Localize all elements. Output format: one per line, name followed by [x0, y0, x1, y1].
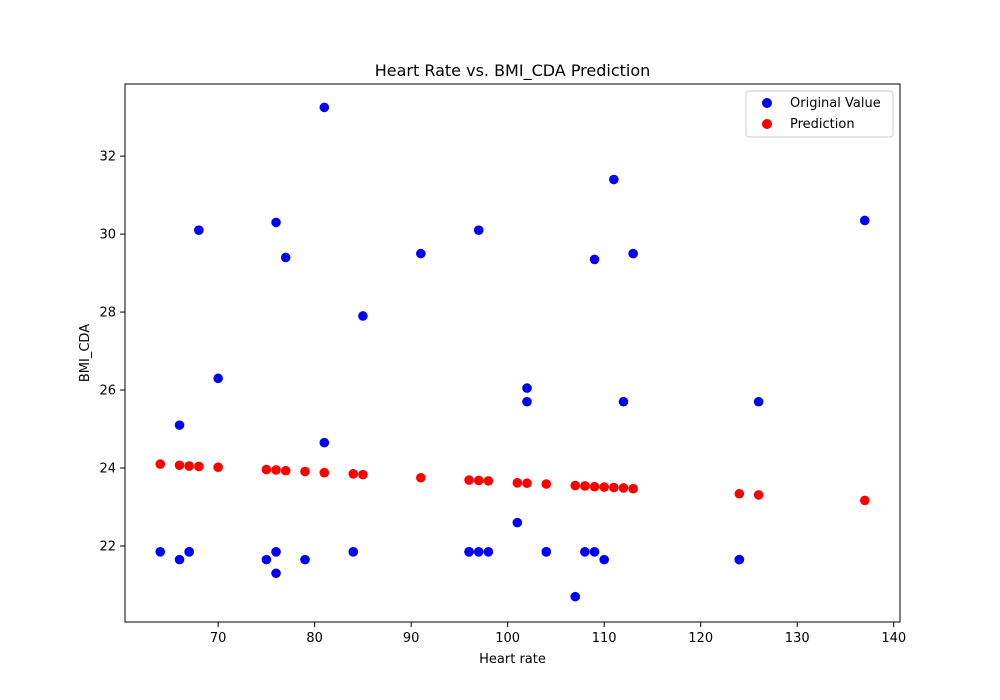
original-value-point [184, 547, 194, 557]
original-value-point [580, 547, 590, 557]
original-value-point [194, 225, 204, 235]
points-layer [155, 102, 870, 602]
original-value-point [271, 547, 281, 557]
y-tick-label: 32 [99, 150, 116, 165]
plot-area [125, 84, 900, 622]
prediction-point [358, 469, 368, 480]
prediction-point [580, 481, 590, 491]
prediction-point [859, 495, 870, 506]
prediction-point [599, 482, 609, 492]
original-value-point [570, 591, 581, 602]
y-tick-label: 26 [99, 384, 116, 399]
original-value-point [174, 420, 185, 430]
prediction-point [464, 475, 474, 485]
chart-title: Heart Rate vs. BMI_CDA Prediction [375, 61, 651, 81]
x-tick-label: 120 [688, 631, 713, 646]
prediction-point [734, 488, 745, 499]
legend-label-prediction: Prediction [790, 117, 855, 132]
y-axis-ticks: 22 24 26 28 30 32 [99, 150, 125, 554]
prediction-point [416, 472, 426, 483]
x-axis-label: Heart rate [479, 652, 546, 667]
original-value-point [734, 554, 745, 565]
prediction-point [628, 483, 638, 494]
prediction-point [319, 467, 330, 478]
prediction-point [753, 490, 764, 500]
prediction-point [213, 462, 223, 473]
legend-marker-prediction [762, 119, 772, 129]
original-value-point [261, 554, 272, 565]
x-axis-ticks: 70 80 90 100 110 120 130 140 [210, 622, 906, 646]
original-value-point [618, 396, 629, 407]
y-tick-label: 28 [99, 306, 116, 321]
original-value-point [271, 568, 281, 579]
prediction-point [184, 461, 194, 471]
x-tick-label: 130 [785, 631, 810, 646]
original-value-point [541, 547, 552, 557]
original-value-point [589, 547, 600, 557]
original-value-point [300, 554, 310, 565]
legend-box [745, 90, 894, 138]
original-value-point [859, 215, 870, 226]
y-tick-label: 30 [99, 228, 116, 243]
prediction-point [174, 460, 185, 471]
legend-label-original-value: Original Value [790, 96, 881, 111]
y-axis-label: BMI_CDA [78, 324, 93, 382]
legend: Original Value Prediction [745, 90, 894, 138]
original-value-point [319, 437, 330, 448]
legend-marker-original-value [762, 98, 772, 108]
original-value-point [589, 254, 600, 265]
original-value-point [319, 102, 330, 113]
original-value-point [271, 217, 281, 228]
original-value-point [609, 174, 619, 185]
prediction-point [618, 483, 629, 493]
original-value-point [473, 225, 484, 235]
original-value-point [473, 547, 484, 557]
prediction-point [541, 479, 552, 489]
y-tick-label: 24 [99, 462, 116, 477]
original-value-point [155, 547, 166, 557]
original-value-point [174, 554, 185, 565]
prediction-point [609, 482, 619, 493]
prediction-point [473, 475, 484, 486]
prediction-point [589, 481, 600, 492]
prediction-point [261, 464, 272, 475]
prediction-point [348, 469, 359, 479]
original-value-point [483, 547, 494, 557]
prediction-point [570, 480, 581, 491]
plot-frame [124, 83, 901, 623]
prediction-point [194, 461, 204, 472]
prediction-point [522, 478, 532, 489]
x-tick-label: 100 [495, 631, 520, 646]
prediction-point [155, 459, 166, 469]
x-tick-label: 140 [881, 631, 906, 646]
x-tick-label: 90 [403, 631, 420, 646]
original-value-point [280, 252, 291, 263]
original-value-point [522, 396, 532, 407]
original-value-point [599, 554, 609, 565]
original-value-point [358, 311, 368, 321]
x-tick-label: 70 [210, 631, 227, 646]
prediction-point [271, 465, 281, 475]
original-value-point [348, 547, 359, 557]
prediction-point [483, 476, 494, 486]
original-value-point [512, 517, 523, 528]
prediction-point [300, 466, 310, 477]
prediction-point [512, 478, 523, 488]
original-value-point [464, 547, 474, 557]
prediction-point [280, 465, 291, 476]
y-tick-label: 22 [99, 539, 116, 554]
original-value-point [628, 248, 638, 259]
original-value-point [416, 248, 426, 259]
original-value-point [213, 373, 223, 384]
x-tick-label: 80 [306, 631, 323, 646]
x-tick-label: 110 [592, 631, 617, 646]
original-value-point [522, 383, 532, 393]
original-value-point [753, 396, 764, 407]
